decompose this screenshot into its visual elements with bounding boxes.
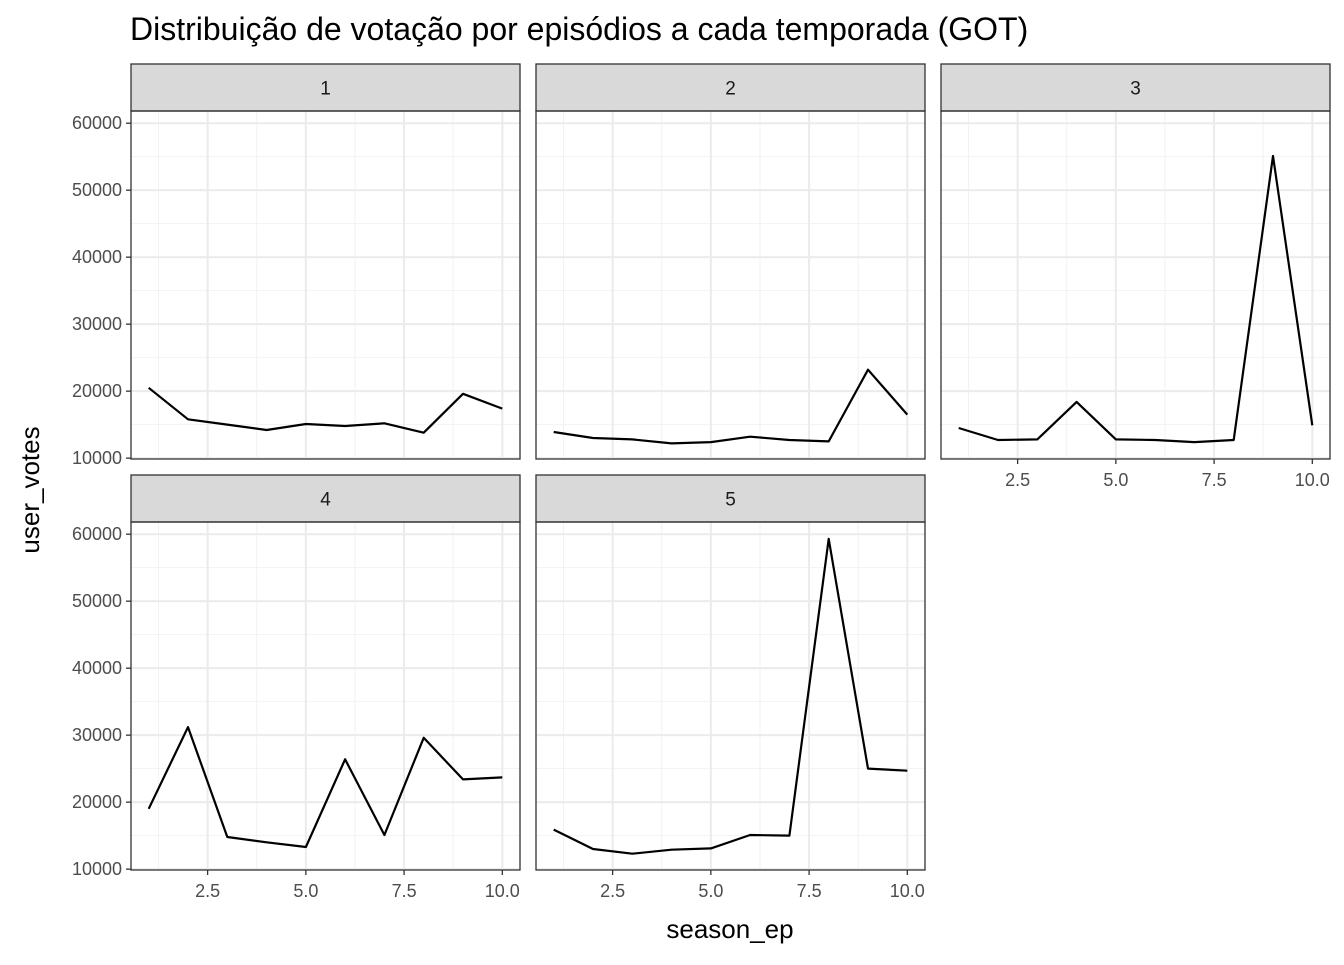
- facet-strip: [940, 63, 1331, 112]
- x-tick-label: 7.5: [392, 881, 417, 901]
- panel-background: [131, 111, 520, 459]
- series-line-season-3: [958, 154, 1314, 444]
- facet-strip-label: 3: [1130, 79, 1141, 100]
- facet-strip: [130, 63, 521, 112]
- panels-layer: 1 10000 20000 30000 40000 50000 60000 2 3 2.5 5.0 7…: [72, 63, 1331, 901]
- panel-border: [130, 110, 521, 460]
- chart-title: Distribuição de votação por episódios a …: [130, 11, 1028, 47]
- x-tick-label: 2.5: [195, 881, 220, 901]
- x-tick-label: 5.0: [293, 881, 318, 901]
- facet-strip-label: 2: [725, 79, 736, 100]
- panel-background: [941, 111, 1330, 459]
- facet-strip: [535, 63, 926, 112]
- series-line-season-4: [147, 725, 503, 849]
- x-tick-label: 10.0: [890, 881, 925, 901]
- panel-border: [535, 110, 926, 460]
- panel-season-4: 4 10000 20000 30000 40000 50000 60000 2.5 5.0 7.5…: [72, 474, 521, 901]
- series-line-season-5: [553, 537, 908, 855]
- x-tick-label: 7.5: [797, 881, 822, 901]
- panel-season-2: 2: [535, 63, 926, 460]
- y-tick-label: 10000: [72, 859, 122, 879]
- x-tick-label: 2.5: [1005, 470, 1030, 490]
- y-tick-label: 50000: [72, 180, 122, 200]
- y-tick-label: 60000: [72, 524, 122, 544]
- panel-border: [535, 521, 926, 871]
- y-tick-label: 40000: [72, 247, 122, 267]
- facet-strip: [130, 474, 521, 523]
- y-tick-label: 50000: [72, 591, 122, 611]
- x-tick-label: 2.5: [600, 881, 625, 901]
- facet-strip-label: 5: [725, 490, 736, 511]
- y-tick-label: 60000: [72, 113, 122, 133]
- x-tick-label: 10.0: [485, 881, 520, 901]
- y-tick-label: 20000: [72, 381, 122, 401]
- panel-season-3: 3 2.5 5.0 7.5 10.0: [940, 63, 1331, 490]
- panel-border: [940, 110, 1331, 460]
- panel-background: [131, 522, 520, 870]
- x-tick-label: 7.5: [1202, 470, 1227, 490]
- x-tick-label: 5.0: [1103, 470, 1128, 490]
- y-tick-label: 30000: [72, 314, 122, 334]
- series-line-season-2: [553, 368, 909, 445]
- y-axis-title: user_votes: [15, 426, 45, 553]
- y-tick-label: 10000: [72, 448, 122, 468]
- y-tick-label: 30000: [72, 725, 122, 745]
- facet-strip: [535, 474, 926, 523]
- y-tick-label: 20000: [72, 792, 122, 812]
- panel-background: [536, 522, 925, 870]
- panel-season-5: 5 2.5 5.0 7.5 10.0: [535, 474, 926, 901]
- x-tick-label: 5.0: [698, 881, 723, 901]
- x-axis-title: season_ep: [666, 914, 793, 944]
- y-tick-label: 40000: [72, 658, 122, 678]
- facet-strip-label: 1: [320, 79, 331, 100]
- panel-border: [130, 521, 521, 871]
- series-line-season-1: [148, 386, 503, 434]
- panel-background: [536, 111, 925, 459]
- x-tick-label: 10.0: [1295, 470, 1330, 490]
- facet-strip-label: 4: [320, 490, 331, 511]
- panel-season-1: 1 10000 20000 30000 40000 50000 60000: [72, 63, 521, 468]
